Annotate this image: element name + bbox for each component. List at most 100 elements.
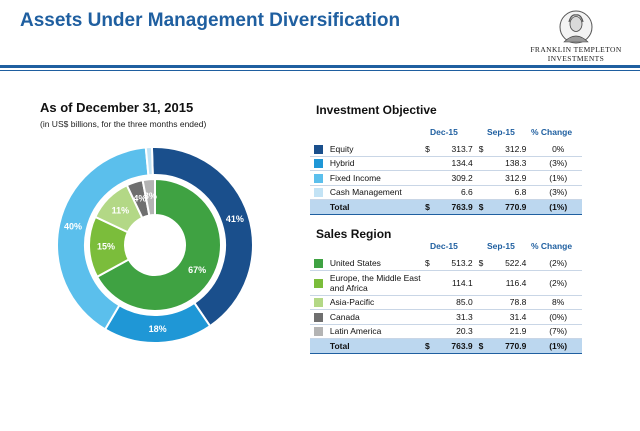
sr-value-dec: 114.1 [438,270,479,296]
sr-currency-sep [478,309,493,325]
sr-label: Europe, the Middle East and Africa [329,270,425,296]
logo-line-1: FRANKLIN TEMPLETON [530,45,622,54]
sr-currency-sep [478,295,493,310]
sr-value-dec: 31.3 [438,309,479,325]
sr-change: (2%) [534,256,582,271]
portrait-icon [559,10,593,44]
io-currency-dec [425,170,439,186]
sr-total-label: Total [329,338,425,354]
io-swatch-cell [310,156,330,171]
io-swatch-cell [310,185,330,200]
legend-swatch [314,173,323,183]
sr-total-sep: 770.9 [492,338,535,354]
io-value-dec: 309.2 [438,170,479,186]
io-label: Hybrid [329,156,426,171]
sr-label: United States [329,256,425,271]
sr-swatch-cell [310,324,330,339]
investment-objective-table: Equity $313.7 $312.9 0% Hybrid 134.4 138.3 (3%)… [310,142,582,215]
io-value-sep: 312.9 [492,170,535,186]
io-label: Cash Management [329,185,426,200]
legend-swatch [314,144,323,154]
sr-value-dec: 513.2 [438,256,479,271]
sr-value-sep: 31.4 [492,309,535,325]
franklin-templeton-logo: FRANKLIN TEMPLETON INVESTMENTS [520,10,632,63]
page-title: Assets Under Management Diversification [20,10,401,31]
io-total-dec: 763.9 [438,199,479,215]
outer-ring-data-label: 18% [149,324,167,334]
sr-swatch-cell [310,295,330,310]
inner-ring-data-label: 11% [112,205,130,215]
sr-row: Latin America 20.3 21.9 (7%) [310,324,582,339]
legend-swatch [314,312,323,322]
sr-total-row: Total $763.9 $770.9 (1%) [310,338,582,354]
sr-change: 8% [534,295,582,310]
outer-ring-data-label: 41% [226,214,244,224]
io-total-currency-sep: $ [478,199,493,215]
outer-ring-data-label: 1% [106,145,119,154]
io-total-change: (1%) [534,199,582,215]
sr-total-spacer [310,338,330,354]
sr-swatch-cell [310,270,330,296]
io-value-sep: 6.8 [492,185,535,200]
legend-swatch [314,159,323,169]
sr-value-sep: 116.4 [492,270,535,296]
legend-swatch [314,278,323,288]
io-row: Equity $313.7 $312.9 0% [310,142,582,157]
sr-label: Latin America [329,324,425,339]
sr-row: United States $513.2 $522.4 (2%) [310,256,582,271]
io-currency-sep [478,185,493,200]
inner-ring-slice-united-states [95,177,222,312]
io-header-change: % Change [531,127,573,137]
sr-value-sep: 522.4 [492,256,535,271]
sr-change: (0%) [534,309,582,325]
io-value-sep: 312.9 [492,142,535,157]
sr-header-sep: Sep-15 [487,241,515,251]
sales-region-title: Sales Region [316,227,392,241]
inner-ring-data-label: 3% [144,191,157,201]
aum-donut-chart: 41% 18% 40% 1% 67% 15% 11%4%3% [56,145,254,344]
io-currency-sep: $ [478,142,493,157]
inner-ring-data-label: 67% [188,265,206,275]
sr-currency-sep [478,324,493,339]
sr-label: Canada [329,309,425,325]
header-rule [0,65,640,68]
sr-total-dec: 763.9 [438,338,479,354]
legend-swatch [314,188,323,198]
sr-swatch-cell [310,309,330,325]
legend-swatch [314,298,323,308]
io-row: Hybrid 134.4 138.3 (3%) [310,156,582,171]
sr-currency-dec [425,295,439,310]
sr-value-dec: 85.0 [438,295,479,310]
sr-currency-sep: $ [478,256,493,271]
io-change: (1%) [534,170,582,186]
sr-value-sep: 78.8 [492,295,535,310]
sr-currency-sep [478,270,493,296]
sr-change: (7%) [534,324,582,339]
io-change: (3%) [534,156,582,171]
io-change: 0% [534,142,582,157]
io-currency-sep [478,170,493,186]
sr-change: (2%) [534,270,582,296]
sr-currency-dec [425,309,439,325]
inner-ring-slice-latin-america [141,177,156,217]
legend-swatch [314,258,323,268]
io-currency-sep [478,156,493,171]
inner-ring-data-label: 15% [97,242,115,252]
io-total-sep: 770.9 [492,199,535,215]
io-value-dec: 134.4 [438,156,479,171]
io-value-dec: 6.6 [438,185,479,200]
outer-ring-slice-equity [150,146,254,328]
io-label: Equity [329,142,426,157]
logo-line-2: INVESTMENTS [547,54,605,63]
io-header-dec: Dec-15 [430,127,458,137]
outer-ring-slice-cash-management [144,146,154,177]
sr-value-sep: 21.9 [492,324,535,339]
io-total-spacer [310,199,330,215]
io-swatch-cell [310,170,330,186]
io-currency-dec: $ [425,142,439,157]
io-total-label: Total [329,199,426,215]
inner-ring-data-label: 4% [133,193,146,203]
header-rule-thin [0,70,640,71]
legend-swatch [314,327,323,337]
io-row: Fixed Income 309.2 312.9 (1%) [310,170,582,186]
